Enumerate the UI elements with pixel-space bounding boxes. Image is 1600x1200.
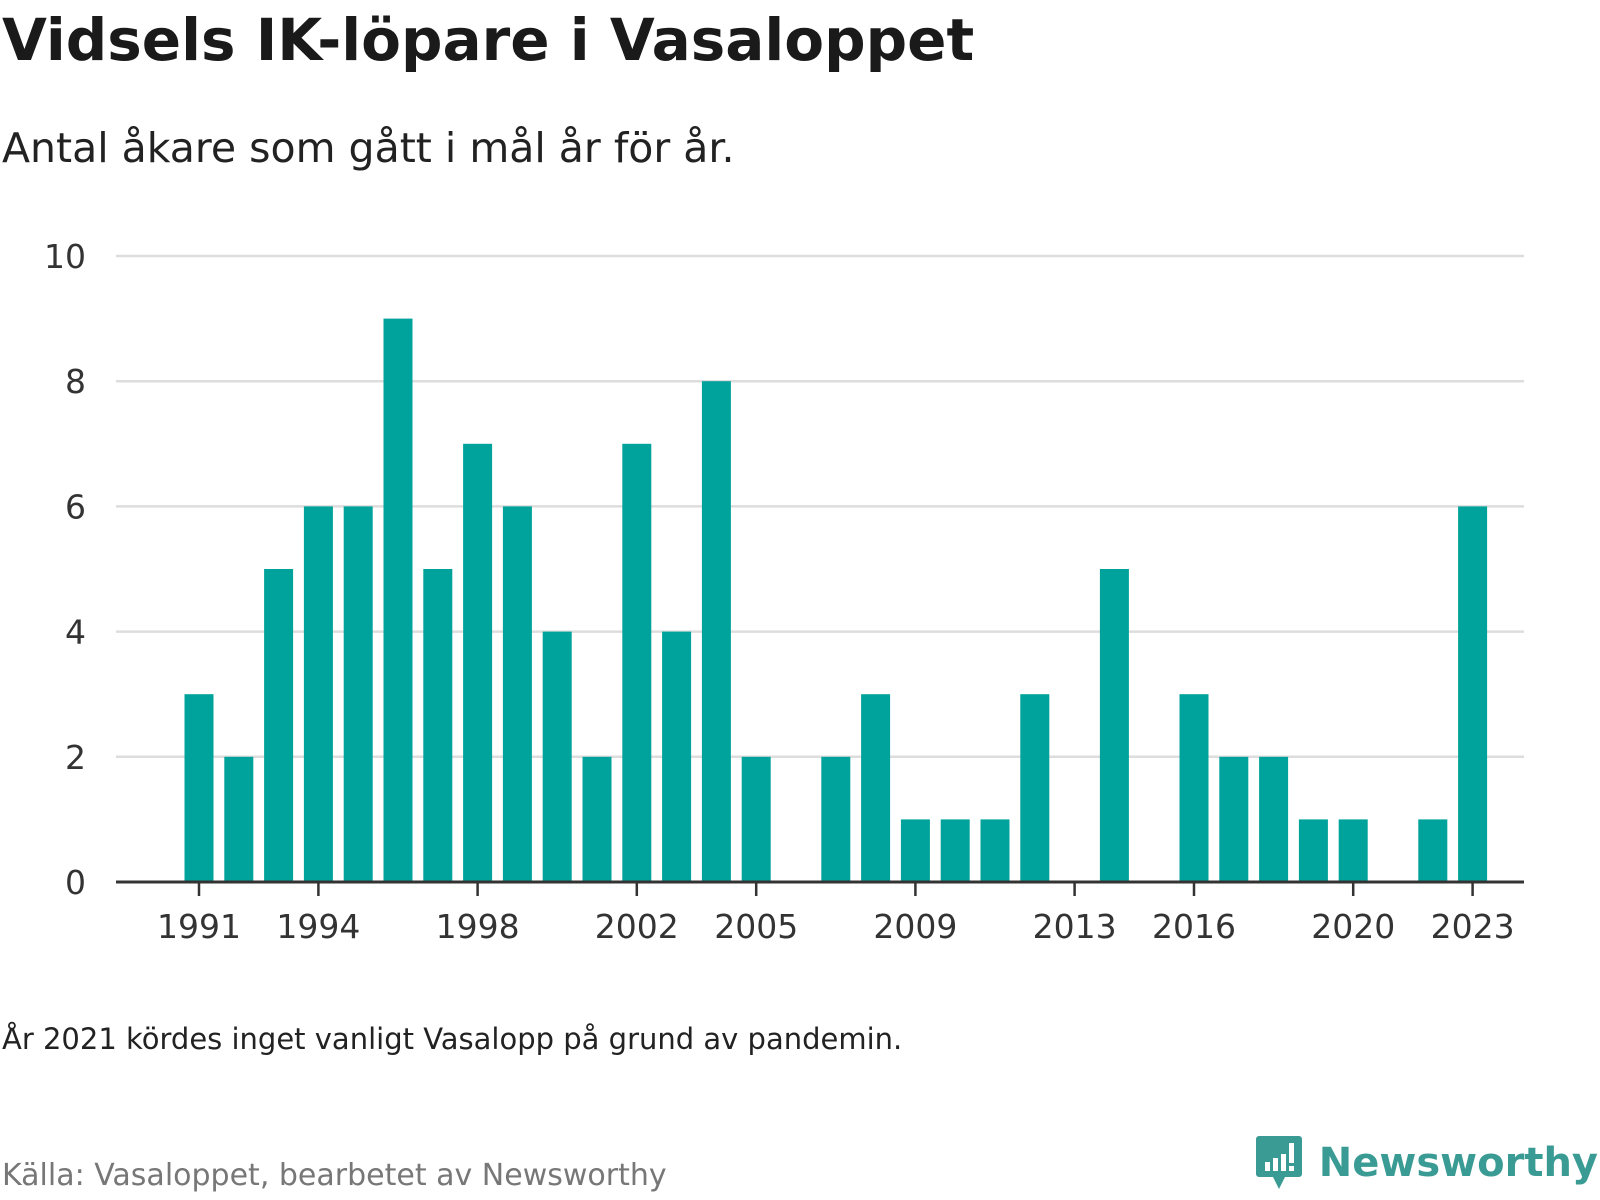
bar xyxy=(264,569,294,882)
brand-logo: Newsworthy xyxy=(1255,1134,1598,1192)
bar xyxy=(463,443,493,882)
x-axis-ticks: 1991 1994 1998 2002 2005 2009 2013 2016 2020 2023 xyxy=(157,882,1515,946)
bar xyxy=(662,631,692,882)
y-tick-label: 6 xyxy=(65,487,86,526)
y-axis-ticks: 0 2 4 6 8 10 xyxy=(44,237,86,902)
x-tick-label: 2009 xyxy=(873,907,957,946)
bars xyxy=(184,318,1488,883)
footnote: År 2021 kördes inget vanligt Vasalopp på… xyxy=(2,1022,903,1056)
bar xyxy=(383,318,413,883)
bar xyxy=(861,694,891,882)
x-tick-label: 2013 xyxy=(1033,907,1117,946)
bar xyxy=(224,756,254,882)
bar xyxy=(1298,819,1328,882)
bar xyxy=(622,443,652,882)
x-tick-label: 2016 xyxy=(1152,907,1236,946)
bar xyxy=(1259,756,1289,882)
bar-chart: 0 2 4 6 8 10 1991 1994 1998 2002 2005 2009 2013 2016… xyxy=(44,237,1524,946)
x-tick-label: 2005 xyxy=(714,907,798,946)
bar xyxy=(542,631,572,882)
bar xyxy=(423,569,453,882)
x-tick-label: 1998 xyxy=(436,907,520,946)
y-tick-label: 8 xyxy=(65,362,86,401)
newsworthy-logo-icon xyxy=(1255,1136,1302,1189)
bar xyxy=(1219,756,1249,882)
bar xyxy=(303,506,333,882)
y-tick-label: 2 xyxy=(65,738,86,777)
x-tick-label: 1991 xyxy=(157,907,241,946)
x-tick-label: 2020 xyxy=(1311,907,1395,946)
bar xyxy=(1458,506,1488,882)
bar xyxy=(940,819,970,882)
y-tick-label: 0 xyxy=(65,863,86,902)
bar xyxy=(582,756,612,882)
bar xyxy=(343,506,373,882)
bar xyxy=(502,506,532,882)
bar xyxy=(701,381,731,882)
bar xyxy=(1418,819,1448,882)
bar xyxy=(1020,694,1050,882)
x-tick-label: 2023 xyxy=(1431,907,1515,946)
x-tick-label: 2002 xyxy=(595,907,679,946)
bar xyxy=(821,756,851,882)
y-tick-label: 10 xyxy=(44,237,86,276)
bar xyxy=(900,819,930,882)
chart-subtitle: Antal åkare som gått i mål år för år. xyxy=(2,124,735,172)
x-tick-label: 1994 xyxy=(276,907,360,946)
bar xyxy=(1338,819,1368,882)
chart-title: Vidsels IK-löpare i Vasaloppet xyxy=(2,6,975,74)
bar xyxy=(1099,569,1129,882)
bar xyxy=(980,819,1010,882)
brand-name: Newsworthy xyxy=(1318,1140,1598,1186)
y-tick-label: 4 xyxy=(65,613,86,652)
bar xyxy=(1179,694,1209,882)
bar xyxy=(184,694,214,882)
bar xyxy=(741,756,771,882)
source-text: Källa: Vasaloppet, bearbetet av Newswort… xyxy=(2,1158,667,1193)
